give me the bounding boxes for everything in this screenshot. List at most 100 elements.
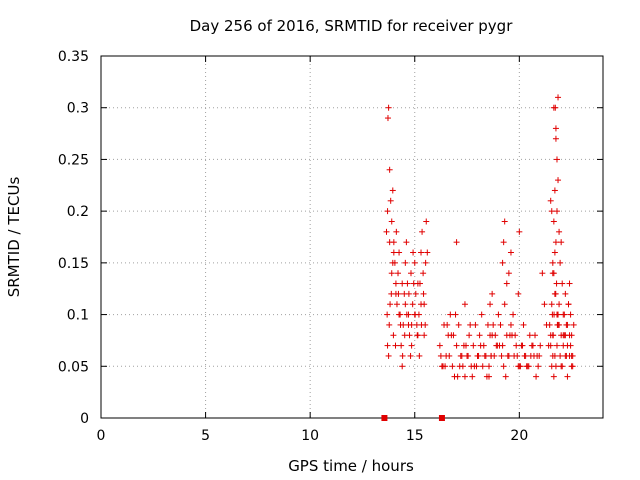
data-point [453, 342, 460, 349]
data-point [479, 363, 486, 370]
data-point [555, 177, 562, 184]
y-tick-label: 0.25 [58, 152, 89, 168]
data-point [553, 280, 560, 287]
data-point [557, 259, 564, 266]
data-point [507, 321, 514, 328]
data-point [393, 301, 400, 308]
data-point [566, 332, 573, 339]
data-point [553, 156, 560, 163]
gap-markers [381, 415, 445, 421]
data-point [389, 259, 396, 266]
data-point [460, 342, 467, 349]
data-point [386, 166, 393, 173]
data-point [383, 228, 390, 235]
data-point [553, 342, 560, 349]
data-point [552, 104, 559, 111]
y-tick-label: 0.1 [67, 308, 89, 324]
data-point [384, 342, 391, 349]
data-point [507, 249, 514, 256]
data-point [552, 239, 559, 246]
y-tick-label: 0.2 [67, 204, 89, 220]
data-point [500, 239, 507, 246]
data-point [566, 352, 573, 359]
data-point [551, 249, 558, 256]
plot-frame [100, 55, 604, 419]
y-tick-label: 0.35 [58, 49, 89, 65]
data-point [561, 311, 568, 318]
data-point [476, 332, 483, 339]
y-tick-labels: 0 0.05 0.1 0.15 0.2 0.25 0.3 0.35 [58, 49, 89, 427]
data-point [392, 280, 399, 287]
data-point [446, 352, 453, 359]
gap-marker [438, 415, 445, 421]
data-point [407, 352, 414, 359]
data-point [411, 259, 418, 266]
data-point [500, 363, 507, 370]
data-point [513, 342, 520, 349]
data-point [564, 321, 571, 328]
x-tick-label: 5 [201, 428, 210, 444]
data-point [558, 239, 565, 246]
data-point [494, 342, 501, 349]
data-point [458, 352, 465, 359]
data-point [424, 249, 431, 256]
data-point [510, 311, 517, 318]
data-point [550, 332, 557, 339]
data-point [392, 290, 399, 297]
y-tick-label: 0.3 [67, 101, 89, 117]
data-point [521, 352, 528, 359]
data-point [567, 342, 574, 349]
data-point [497, 321, 504, 328]
data-point [388, 270, 395, 277]
data-point [419, 228, 426, 235]
data-point [410, 249, 417, 256]
data-point [469, 373, 476, 380]
data-point [444, 321, 451, 328]
data-point [420, 270, 427, 277]
data-point [550, 218, 557, 225]
data-point [551, 187, 558, 194]
data-point [515, 290, 522, 297]
x-axis-label: GPS time / hours [288, 457, 414, 475]
data-point [498, 352, 505, 359]
x-tick-label: 15 [406, 428, 424, 444]
data-point [455, 321, 462, 328]
y-tick-label: 0.05 [58, 359, 89, 375]
data-point [533, 373, 540, 380]
data-point [386, 239, 393, 246]
data-point [454, 373, 461, 380]
data-point [487, 301, 494, 308]
data-point [546, 321, 553, 328]
data-point [565, 301, 572, 308]
data-point [547, 342, 554, 349]
data-point [554, 321, 561, 328]
data-point [535, 363, 542, 370]
data-point [449, 363, 456, 370]
data-point [490, 321, 497, 328]
data-point [560, 342, 567, 349]
data-point [466, 332, 473, 339]
data-point [390, 249, 397, 256]
data-point [384, 115, 391, 122]
data-point [422, 259, 429, 266]
data-point [405, 290, 412, 297]
data-point [390, 332, 397, 339]
data-point [523, 363, 530, 370]
data-point [503, 280, 510, 287]
grid-lines [101, 56, 603, 418]
data-point [396, 311, 403, 318]
data-point [439, 363, 446, 370]
data-point [393, 228, 400, 235]
data-point [537, 342, 544, 349]
data-point [502, 373, 509, 380]
data-point [465, 352, 472, 359]
data-point [456, 363, 463, 370]
x-tick-label: 10 [301, 428, 319, 444]
data-point [453, 239, 460, 246]
data-point [475, 352, 482, 359]
data-point [484, 321, 491, 328]
data-point [399, 363, 406, 370]
data-point [387, 301, 394, 308]
data-point [556, 301, 563, 308]
data-point [515, 363, 522, 370]
